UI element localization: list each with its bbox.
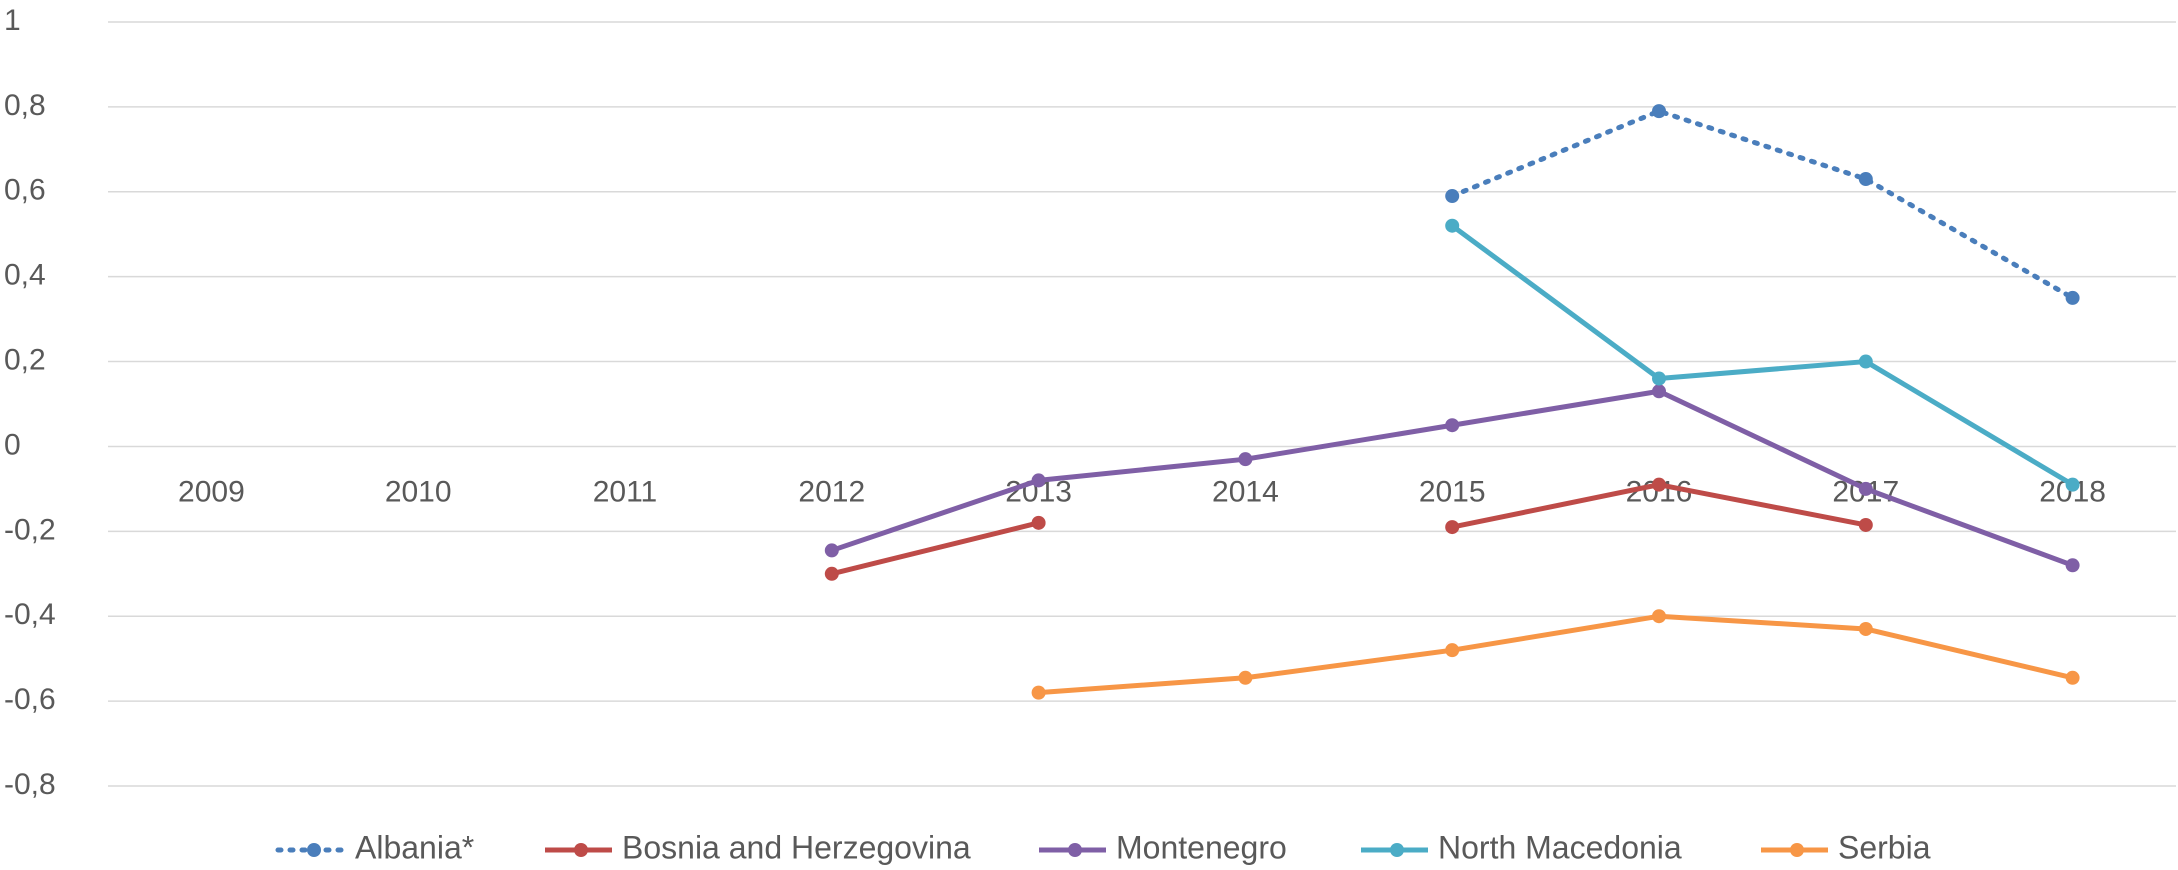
data-point [1445,418,1460,433]
y-tick-label: 0,2 [4,343,46,376]
legend-label: Bosnia and Herzegovina [622,829,971,865]
data-point [1445,218,1460,233]
data-point [1031,515,1046,530]
data-point [1652,104,1666,119]
data-point [1031,685,1046,700]
data-point [2065,290,2080,305]
y-tick-label: 1 [4,4,21,37]
legend-label: Montenegro [1116,829,1287,865]
legend-label: Albania* [355,829,474,865]
data-point [1652,477,1666,492]
data-point [2065,477,2080,492]
data-point [2065,558,2080,573]
data-point [1445,520,1460,535]
data-point [1858,481,1873,496]
legend-label: Serbia [1838,829,1931,865]
series-line [1449,108,2076,301]
data-point [1652,384,1666,399]
data-point [1652,371,1666,386]
y-tick-label: -0,6 [4,683,56,716]
series-line [1038,613,2074,696]
legend-marker [307,843,321,857]
x-tick-label: 2010 [385,475,452,508]
legend-label: North Macedonia [1438,829,1682,865]
data-point [1031,473,1046,488]
data-point [824,543,839,558]
y-tick-label: -0,2 [4,513,56,546]
y-tick-label: -0,8 [4,768,56,801]
legend-marker [1068,843,1082,857]
legend-marker [574,843,588,857]
x-tick-label: 2011 [593,475,658,508]
y-tick-label: 0,4 [4,259,46,292]
data-point [2065,670,2080,685]
data-point [1858,354,1873,369]
legend-marker [1390,843,1404,857]
y-tick-label: 0 [4,428,21,461]
data-point [1238,452,1253,467]
y-tick-label: 0,6 [4,174,46,207]
data-point [1858,517,1873,532]
x-tick-label: 2014 [1212,475,1279,508]
x-tick-label: 2015 [1419,475,1486,508]
data-point [1652,609,1666,624]
data-point [1445,189,1460,204]
x-tick-label: 2012 [798,475,865,508]
series-line [1450,223,2074,487]
y-tick-label: -0,4 [4,598,56,631]
legend-marker [1790,843,1804,857]
data-point [1445,643,1460,658]
data-point [824,566,839,581]
y-tick-label: 0,8 [4,89,46,122]
data-point [1858,621,1873,636]
data-point [1238,670,1253,685]
data-point [1858,172,1873,187]
x-tick-label: 2009 [178,475,245,508]
